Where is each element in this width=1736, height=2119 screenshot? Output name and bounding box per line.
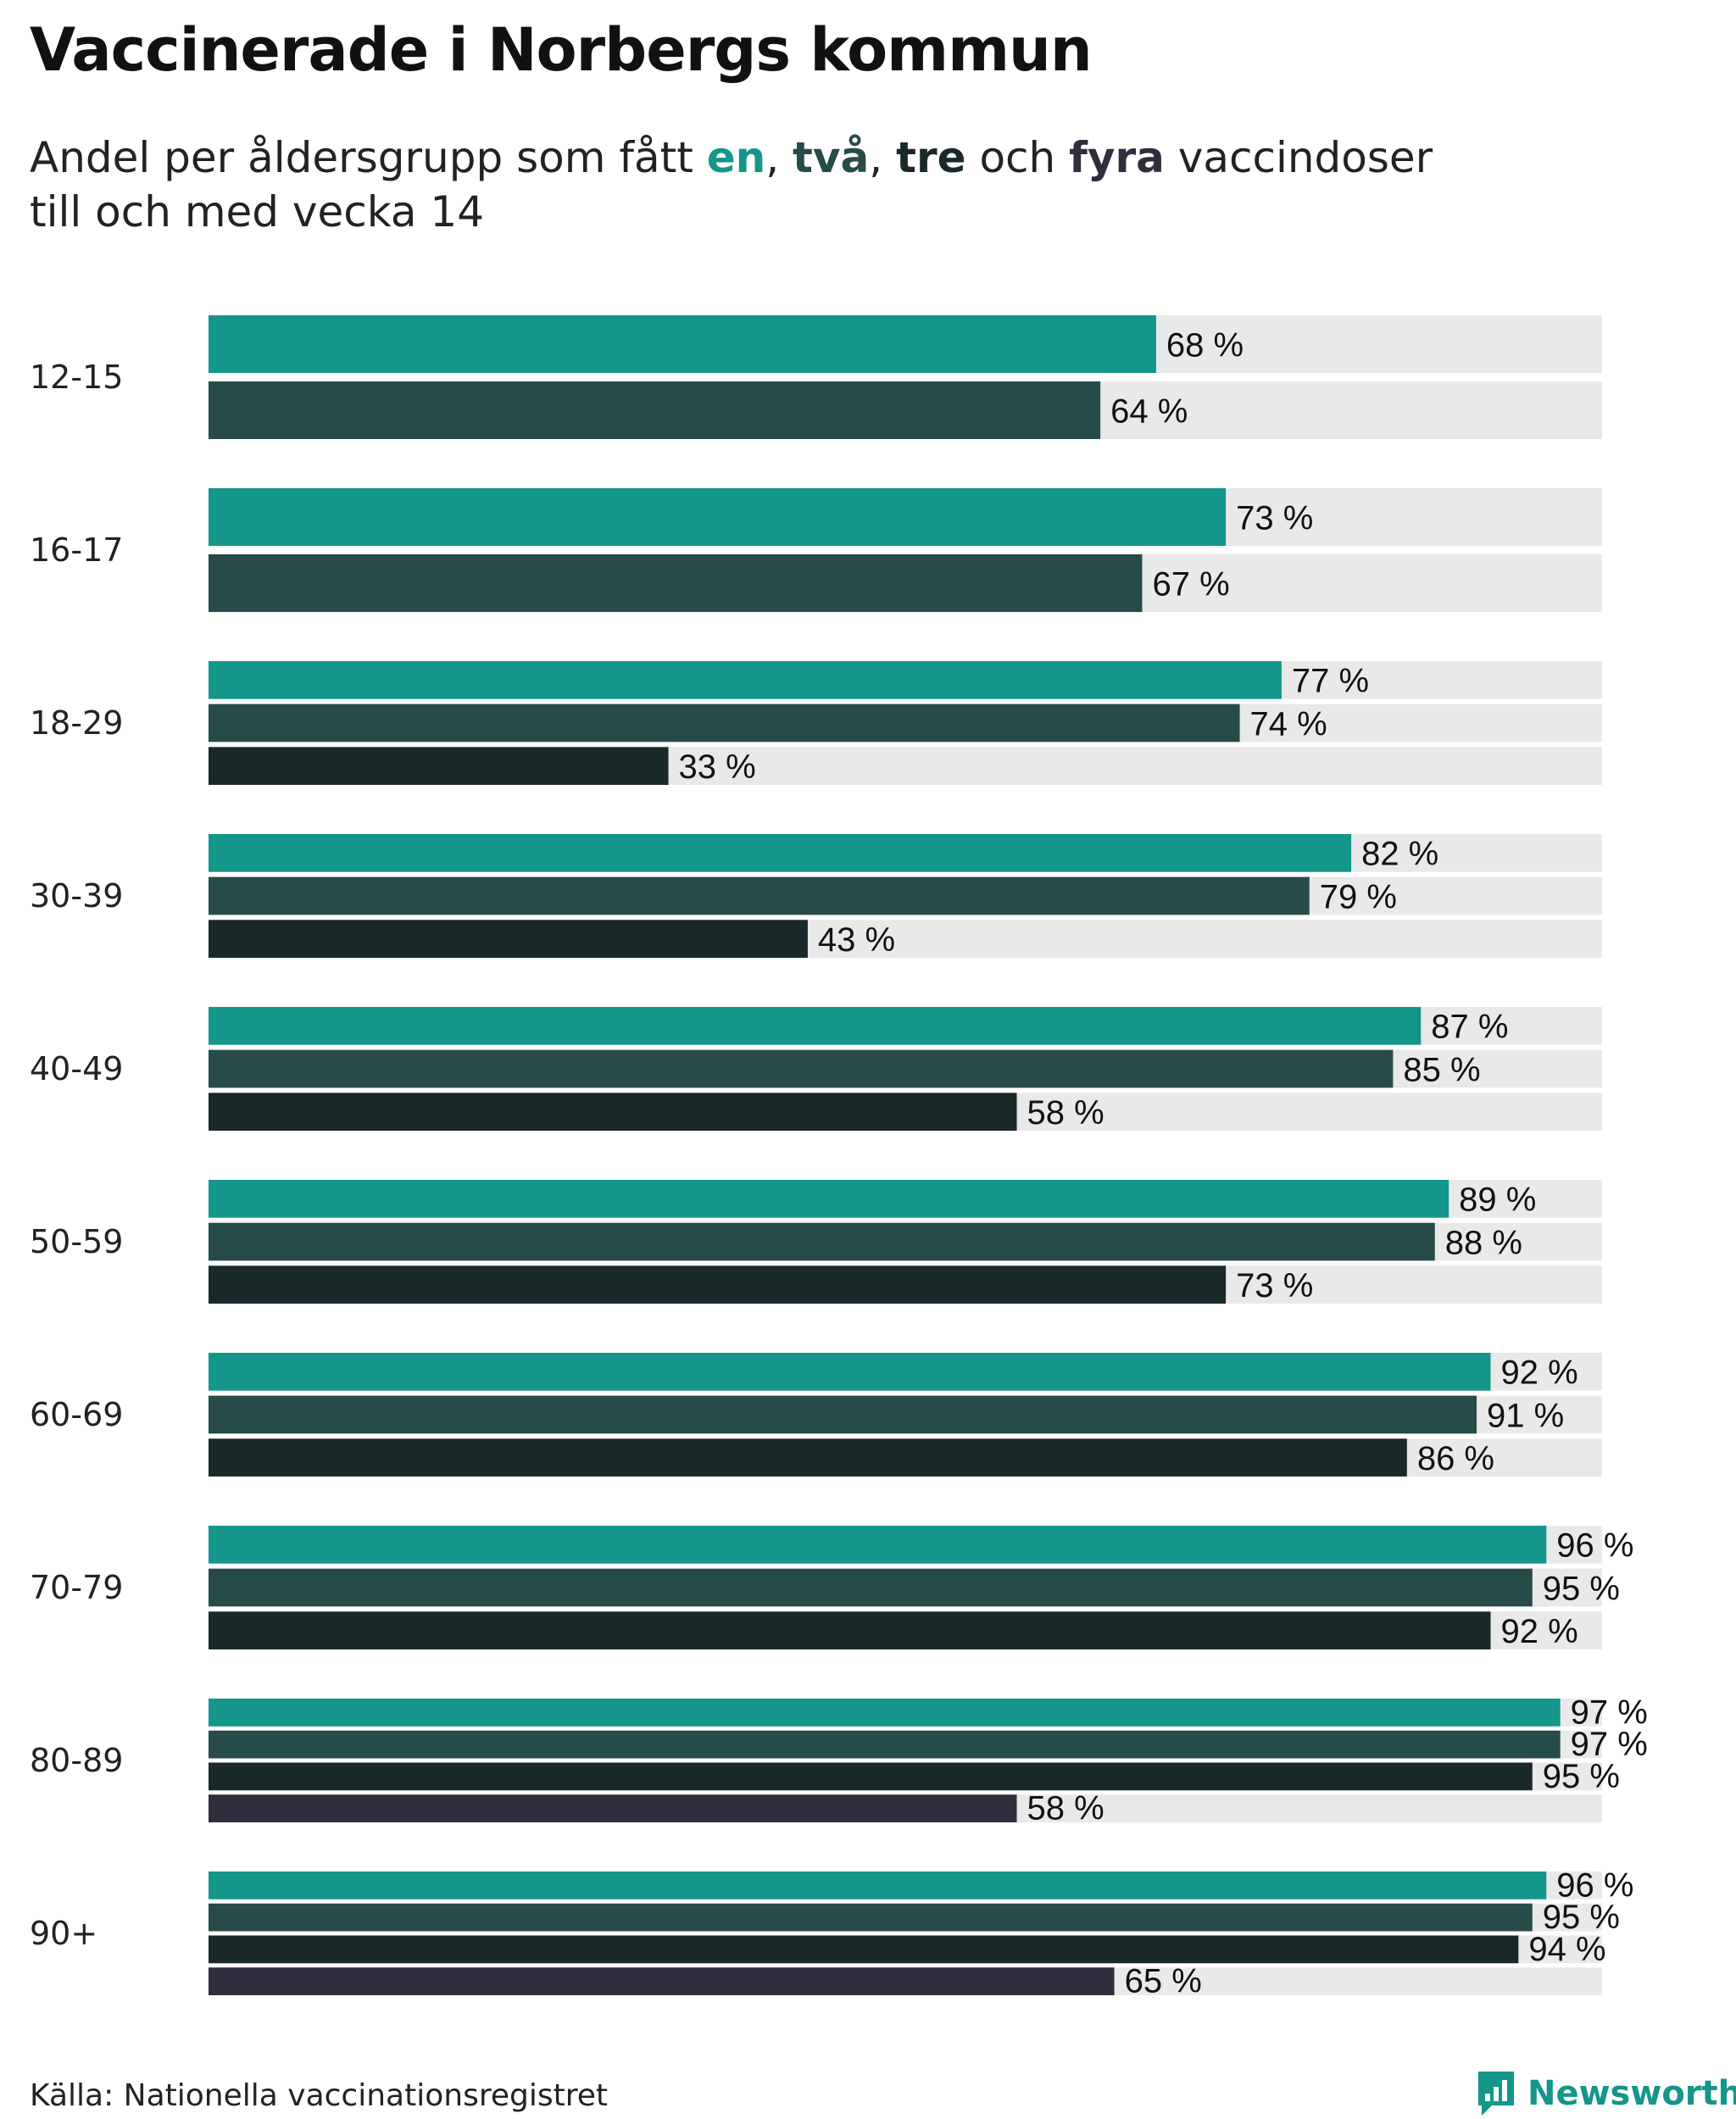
bar-fyra (209, 1794, 1017, 1822)
bar-en (209, 315, 1156, 373)
age-group-label: 60-69 (30, 1396, 123, 1433)
value-label: 95 % (1543, 1899, 1620, 1936)
bar-tre (209, 1762, 1533, 1791)
bar-tva (209, 1903, 1533, 1932)
subtitle-dose-tva: två (793, 133, 870, 182)
subtitle-separator: , (869, 133, 897, 182)
bar-fyra (209, 1967, 1115, 1995)
subtitle-suffix: vaccindoser (1164, 133, 1433, 182)
value-label: 96 % (1556, 1866, 1633, 1904)
bar-en (209, 661, 1282, 699)
value-label: 91 % (1487, 1397, 1564, 1434)
bar-tre (209, 1265, 1227, 1304)
subtitle-dose-tre: tre (896, 133, 966, 182)
source-note: Källa: Nationella vaccinationsregistret (30, 2078, 608, 2113)
subtitle-dose-en: en (706, 133, 766, 182)
age-group-label: 18-29 (30, 704, 123, 742)
age-group-label: 50-59 (30, 1223, 123, 1260)
subtitle-dose-fyra: fyra (1069, 133, 1165, 182)
age-group-label: 12-15 (30, 359, 123, 396)
value-label: 96 % (1556, 1527, 1633, 1565)
value-label: 97 % (1571, 1726, 1648, 1763)
value-label: 95 % (1543, 1758, 1620, 1795)
value-label: 82 % (1361, 836, 1438, 873)
brand-logo: Newsworthy (1475, 2068, 1736, 2119)
bar-tva (209, 704, 1240, 742)
value-label: 58 % (1027, 1094, 1104, 1132)
bar-tva (209, 876, 1310, 915)
bar-en (209, 1180, 1449, 1218)
age-group-label: 80-89 (30, 1742, 123, 1779)
bar-tva (209, 381, 1101, 439)
value-label: 74 % (1250, 705, 1327, 742)
bar-en (209, 1872, 1547, 1899)
value-label: 86 % (1417, 1440, 1494, 1477)
value-label: 92 % (1500, 1613, 1577, 1650)
age-group-label: 40-49 (30, 1050, 123, 1087)
value-label: 33 % (679, 748, 756, 786)
bar-tva (209, 1222, 1435, 1261)
value-label: 79 % (1320, 878, 1397, 915)
value-label: 43 % (818, 921, 895, 959)
value-label: 73 % (1236, 499, 1313, 537)
value-label: 58 % (1027, 1790, 1104, 1827)
subtitle-line2: till och med vecka 14 (30, 187, 485, 236)
subtitle-separator: , (765, 133, 793, 182)
chart-title: Vaccinerade i Norbergs kommun (30, 15, 1093, 85)
value-label: 95 % (1543, 1570, 1620, 1607)
bar-en (209, 1353, 1491, 1391)
subtitle-prefix: Andel per åldersgrupp som fått (30, 133, 707, 182)
bar-tva (209, 1049, 1394, 1088)
subtitle-separator: och (965, 133, 1070, 182)
age-group-label: 30-39 (30, 877, 123, 915)
bar-en (209, 1699, 1561, 1727)
bar-en (209, 834, 1352, 872)
value-label: 73 % (1236, 1267, 1313, 1304)
age-group-label: 90+ (30, 1915, 97, 1952)
bar-tre (209, 920, 808, 958)
value-label: 97 % (1571, 1694, 1648, 1731)
bar-en (209, 1526, 1547, 1564)
brand-name: Newsworthy (1527, 2074, 1736, 2113)
age-group-label: 16-17 (30, 531, 123, 569)
chart-subtitle: Andel per åldersgrupp som fått en, två, … (30, 131, 1640, 239)
value-label: 94 % (1528, 1931, 1605, 1968)
bar-tre (209, 1935, 1519, 1964)
value-label: 64 % (1110, 392, 1188, 430)
bar-tva (209, 1730, 1561, 1759)
age-group-label: 70-79 (30, 1569, 123, 1606)
bar-en (209, 488, 1227, 546)
bar-tre (209, 1438, 1407, 1477)
value-label: 65 % (1125, 1963, 1202, 2000)
value-label: 68 % (1166, 326, 1244, 364)
value-label: 85 % (1403, 1051, 1480, 1088)
value-label: 88 % (1445, 1224, 1522, 1261)
bar-tre (209, 1093, 1017, 1131)
bar-en (209, 1007, 1422, 1045)
bar-tre (209, 1611, 1491, 1649)
value-label: 92 % (1500, 1354, 1577, 1392)
newsworthy-logo-icon (1478, 2072, 1514, 2116)
value-label: 77 % (1292, 663, 1369, 700)
bar-tva (209, 1395, 1477, 1434)
bar-tre (209, 747, 669, 785)
value-label: 87 % (1431, 1009, 1508, 1046)
value-label: 67 % (1152, 565, 1229, 603)
bar-tva (209, 1568, 1533, 1607)
value-label: 89 % (1459, 1182, 1536, 1219)
bar-tva (209, 554, 1143, 612)
